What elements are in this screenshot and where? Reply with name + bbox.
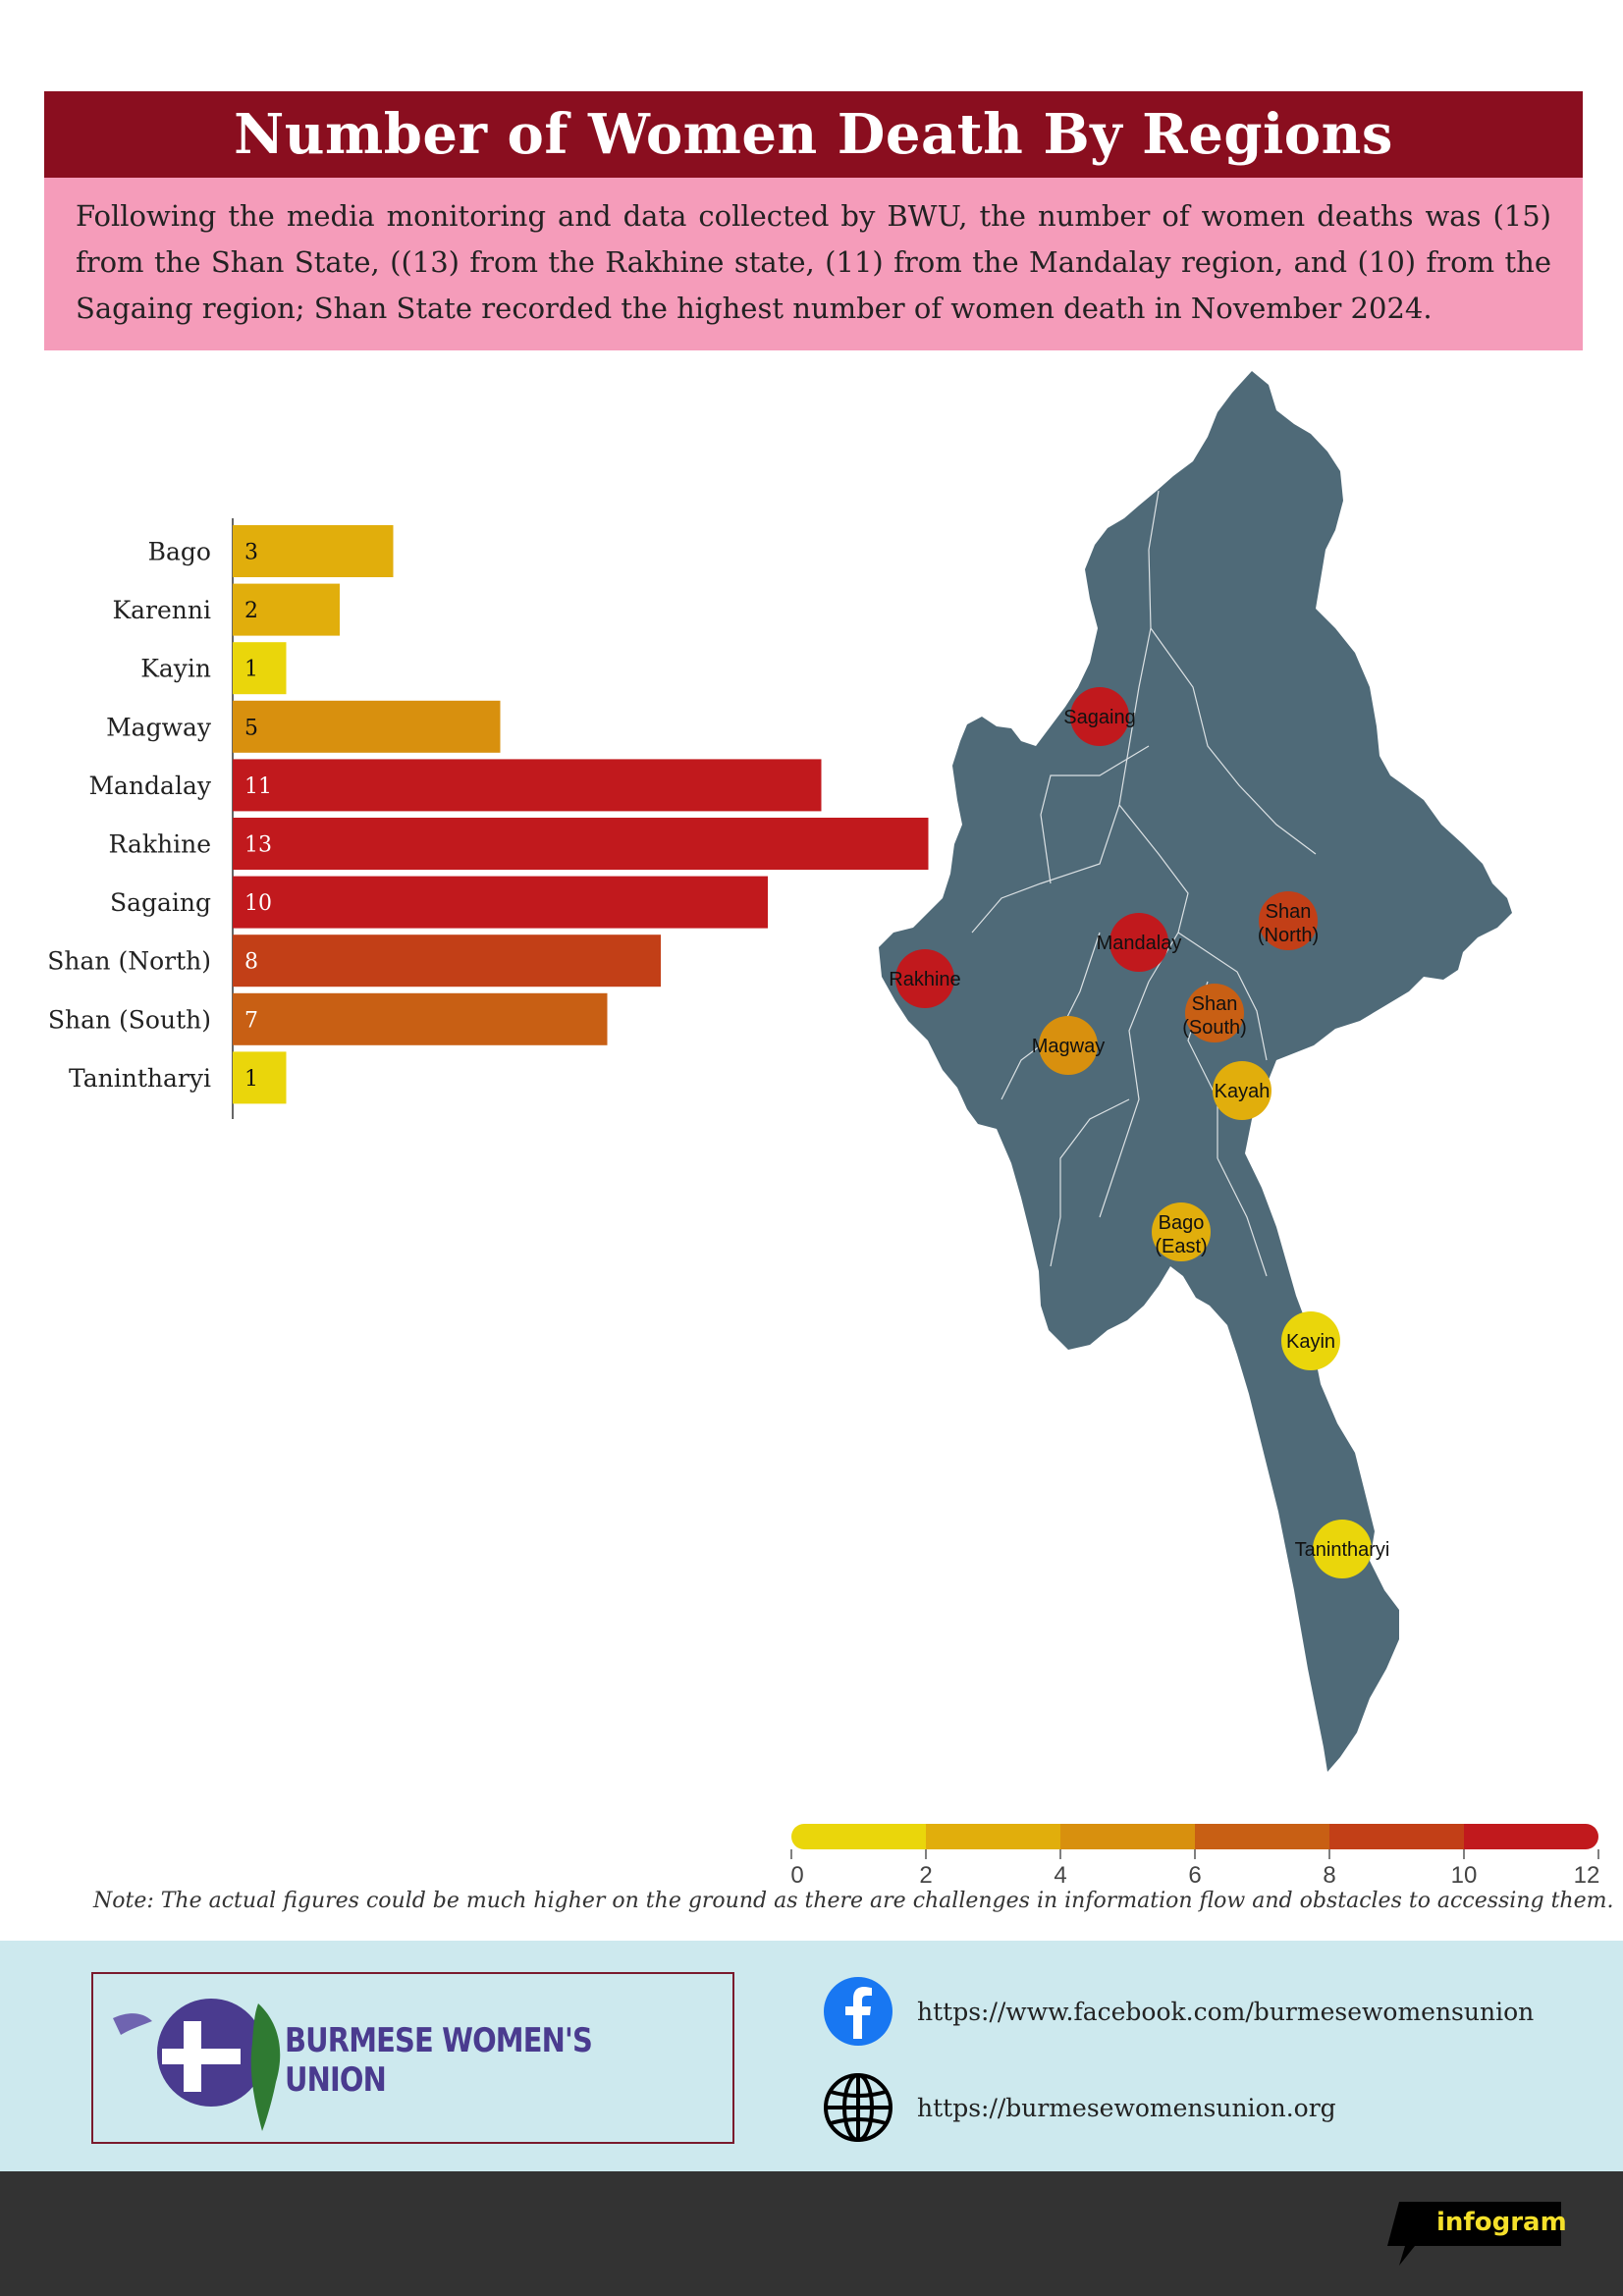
region-marker [895,949,954,1008]
region-marker [1213,1061,1271,1120]
legend-segment [1195,1824,1330,1849]
category-label: Bago [148,538,211,566]
data-label: 2 [244,599,258,623]
region-label: Shan (North) [1258,901,1319,946]
bar [233,583,340,636]
data-label: 3 [244,541,258,565]
myanmar-map: Sagaing Mandalay Shan (North) Rakhine Shan (So… [879,371,1512,1772]
bar [233,876,768,929]
region-label: Bago (East) [1155,1212,1207,1257]
legend-segment [1060,1824,1196,1849]
category-label: Shan (South) [48,1005,211,1034]
category-label: Tanintharyi [69,1064,211,1093]
data-label: 8 [244,950,258,975]
badge-tail-icon [1387,2202,1427,2266]
legend-tick-label: 8 [1323,1862,1335,1889]
facebook-icon [824,1977,893,2046]
region-label: Magway [1032,1036,1105,1057]
bar [233,700,501,753]
region-label: Mandalay [1097,933,1182,954]
region-label: Tanintharyi [1295,1539,1390,1561]
footnote: Note: The actual figures could be much h… [93,1889,1614,1913]
org-name: BURMESE WOMEN'S UNION [285,2021,593,2100]
region-marker [1259,891,1318,950]
data-label: 5 [244,716,258,740]
bwu-logo-icon [113,1989,281,2131]
legend-segment [1329,1824,1465,1849]
bar [233,934,661,988]
bar-chart: Bago 3 Karenni 2 Kayin 1 Magway 5 Mandalay 11 Rakh… [47,518,929,1119]
bar [233,992,608,1045]
map-markers: Sagaing Mandalay Shan (North) Rakhine Shan (So… [889,687,1389,1578]
legend-segment [1464,1824,1598,1849]
infogram-label: infogram [1436,2208,1567,2237]
bottom-bar [0,2171,1623,2296]
data-label: 11 [244,774,272,799]
data-label: 13 [244,833,272,858]
legend-segment [791,1824,927,1849]
legend-tick-label: 10 [1451,1862,1478,1889]
summary-text: Following the media monitoring and data … [76,199,1551,325]
legend-tick-label: 4 [1054,1862,1066,1889]
region-marker [1281,1311,1340,1370]
facebook-link[interactable]: https://www.facebook.com/burmesewomensun… [823,1976,1534,2047]
data-label: 1 [244,1067,258,1092]
region-label: Shan (South) [1182,993,1247,1039]
category-label: Rakhine [109,830,211,859]
legend-tick-label: 12 [1574,1862,1600,1889]
summary-box: Following the media monitoring and data … [44,178,1583,350]
region-label: Kayin [1286,1331,1335,1353]
bar [233,818,929,870]
category-label: Magway [106,713,212,741]
bar [233,525,394,577]
bar [233,642,287,695]
color-legend: 0 2 4 6 8 10 12 [790,1824,1600,1889]
category-label: Karenni [112,596,211,624]
legend-tick-label: 6 [1188,1862,1201,1889]
region-label: Sagaing [1063,707,1135,728]
website-link[interactable]: https://burmesewomensunion.org [823,2072,1336,2143]
region-marker [1313,1520,1372,1578]
legend-tick-label: 2 [919,1862,932,1889]
data-label: 10 [244,891,272,916]
infogram-badge[interactable]: infogram [1387,2202,1567,2266]
legend-tick-label: 0 [790,1862,803,1889]
logo-box: BURMESE WOMEN'S UNION [91,1972,734,2144]
page-title: Number of Women Death By Regions [234,102,1393,167]
bar [233,759,822,812]
category-label: Mandalay [88,772,211,800]
region-marker [1185,984,1244,1042]
region-marker [1152,1202,1211,1261]
category-label: Shan (North) [47,947,211,976]
legend-segment [926,1824,1061,1849]
region-marker [1039,1016,1098,1075]
region-label: Kayah [1215,1081,1271,1102]
website-url[interactable]: https://burmesewomensunion.org [917,2093,1336,2122]
bar [233,1051,287,1104]
category-label: Kayin [140,655,211,683]
globe-icon [824,2073,893,2142]
facebook-url[interactable]: https://www.facebook.com/burmesewomensun… [917,1997,1535,2026]
data-label: 1 [244,658,258,682]
map-shape [879,371,1512,1772]
category-label: Sagaing [110,888,211,917]
legend-bar [791,1824,1598,1849]
title-banner: Number of Women Death By Regions [44,91,1583,178]
region-marker [1109,913,1168,972]
region-label: Rakhine [889,969,960,990]
region-marker [1070,687,1129,746]
data-label: 7 [244,1008,258,1033]
